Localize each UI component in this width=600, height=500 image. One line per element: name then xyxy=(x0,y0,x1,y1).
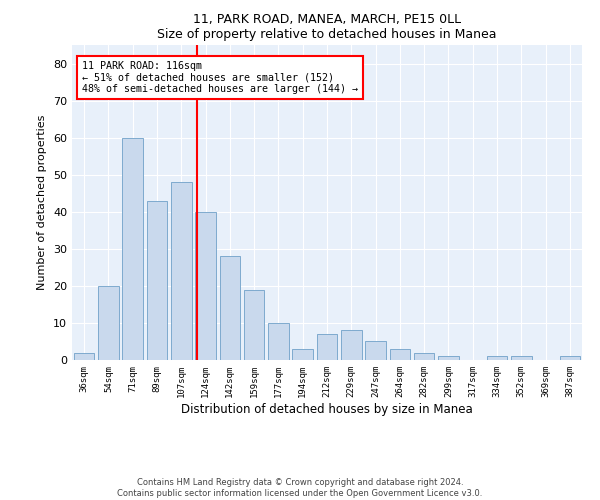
Bar xyxy=(195,212,216,360)
Y-axis label: Number of detached properties: Number of detached properties xyxy=(37,115,47,290)
Bar xyxy=(146,200,167,360)
Bar xyxy=(171,182,191,360)
Bar xyxy=(244,290,265,360)
Bar xyxy=(98,286,119,360)
Bar xyxy=(438,356,459,360)
Text: Contains HM Land Registry data © Crown copyright and database right 2024.
Contai: Contains HM Land Registry data © Crown c… xyxy=(118,478,482,498)
Title: 11, PARK ROAD, MANEA, MARCH, PE15 0LL
Size of property relative to detached hous: 11, PARK ROAD, MANEA, MARCH, PE15 0LL Si… xyxy=(157,13,497,41)
Text: 11 PARK ROAD: 116sqm
← 51% of detached houses are smaller (152)
48% of semi-deta: 11 PARK ROAD: 116sqm ← 51% of detached h… xyxy=(82,60,358,94)
Bar xyxy=(268,323,289,360)
Bar xyxy=(487,356,508,360)
Bar xyxy=(220,256,240,360)
Bar xyxy=(122,138,143,360)
Bar xyxy=(511,356,532,360)
X-axis label: Distribution of detached houses by size in Manea: Distribution of detached houses by size … xyxy=(181,402,473,415)
Bar xyxy=(74,352,94,360)
Bar xyxy=(365,342,386,360)
Bar xyxy=(389,349,410,360)
Bar xyxy=(292,349,313,360)
Bar xyxy=(560,356,580,360)
Bar xyxy=(414,352,434,360)
Bar xyxy=(341,330,362,360)
Bar xyxy=(317,334,337,360)
